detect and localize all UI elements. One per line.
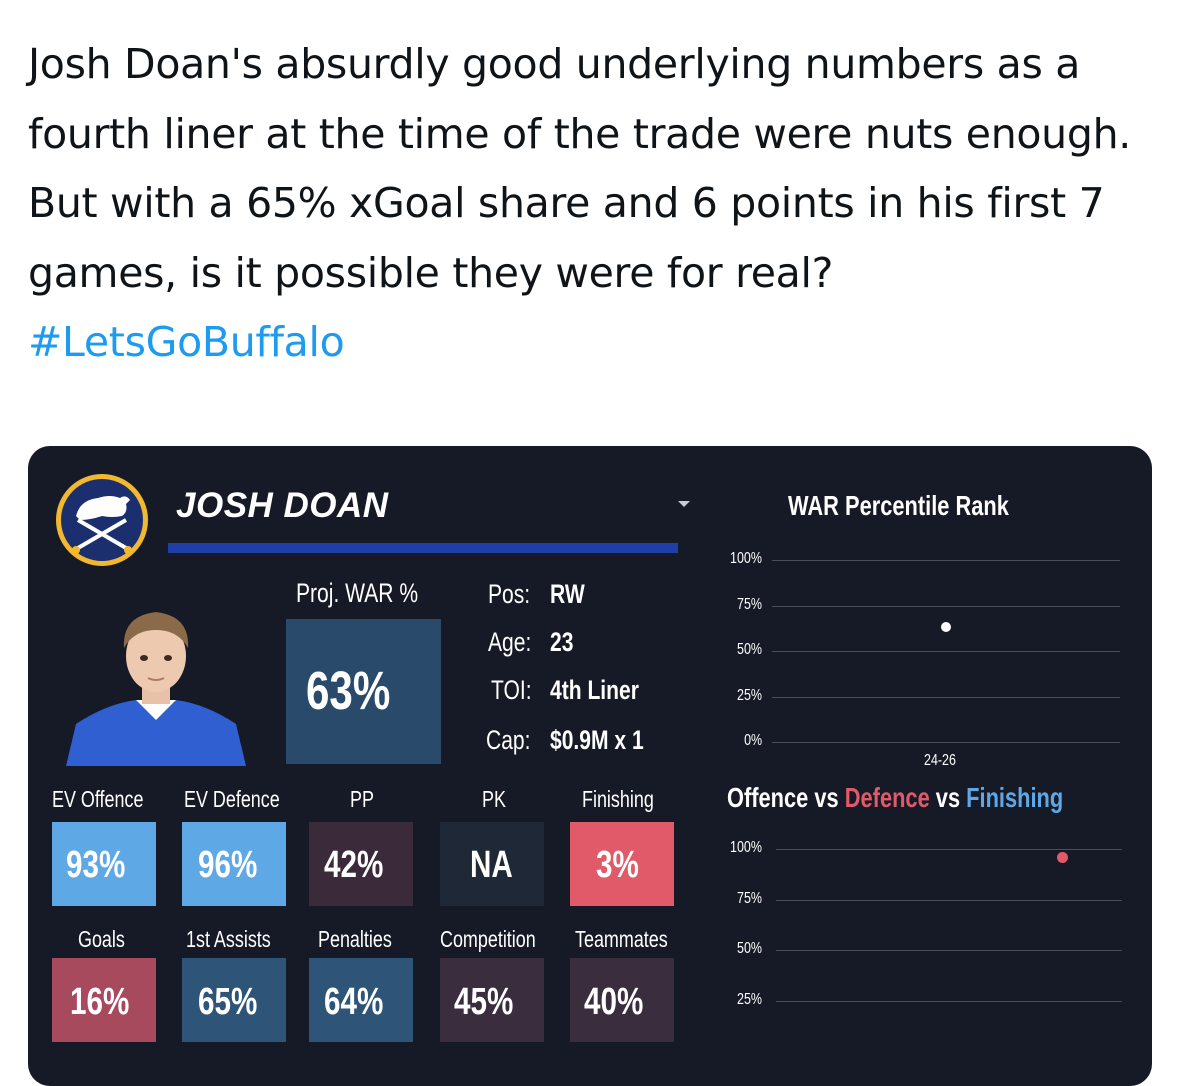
- chevron-down-icon[interactable]: [678, 501, 690, 507]
- competition-value: 45%: [454, 981, 514, 1023]
- war-xtick-label: 24-26: [924, 752, 956, 769]
- sabres-logo-icon: [56, 474, 148, 566]
- ev-offence-value: 93%: [66, 844, 126, 886]
- pos-value: RW: [550, 579, 585, 609]
- war-chart-title: WAR Percentile Rank: [788, 490, 1009, 521]
- penalties-value: 64%: [324, 981, 384, 1023]
- name-underline: [168, 543, 678, 553]
- toi-label: TOI:: [491, 675, 532, 705]
- ovd-gridline: [776, 1001, 1122, 1003]
- pp-value: 42%: [324, 844, 384, 886]
- proj-war-value: 63%: [306, 661, 391, 721]
- tweet-body: Josh Doan's absurdly good underlying num…: [28, 40, 1131, 297]
- tweet-text: Josh Doan's absurdly good underlying num…: [28, 30, 1158, 378]
- cap-value: $0.9M x 1: [550, 725, 644, 755]
- ovd-gridline: [776, 899, 1122, 901]
- toi-value: 4th Liner: [550, 675, 639, 705]
- age-value: 23: [550, 627, 574, 657]
- pos-label: Pos:: [488, 579, 531, 609]
- pk-box: [440, 822, 544, 906]
- proj-war-label: Proj. WAR %: [296, 578, 419, 608]
- ev-defence-label: EV Defence: [184, 786, 280, 812]
- war-gridline: [772, 605, 1120, 607]
- ovd-ytick-label: 25%: [737, 991, 762, 1009]
- ovd-ytick-label: 75%: [737, 889, 762, 907]
- ovd-gridline: [776, 849, 1122, 850]
- ev-defence-value: 96%: [198, 844, 258, 886]
- pk-value: NA: [470, 844, 513, 886]
- proj-war-box: [286, 619, 441, 764]
- teammates-value: 40%: [584, 981, 644, 1023]
- title-defence: Defence: [844, 782, 930, 813]
- finishing-label: Finishing: [582, 786, 654, 812]
- ev-offence-box: [52, 822, 156, 906]
- ovd-data-point: [1057, 852, 1068, 864]
- player-name: JOSH DOAN: [176, 486, 389, 525]
- war-gridline: [772, 742, 1120, 743]
- war-gridline: [772, 696, 1120, 698]
- pk-label: PK: [482, 786, 506, 812]
- penalties-label: Penalties: [318, 926, 392, 952]
- war-ytick-label: 0%: [743, 732, 762, 749]
- ovd-gridline: [776, 950, 1122, 952]
- goals-value: 16%: [70, 981, 130, 1023]
- first-assists-label: 1st Assists: [186, 926, 271, 952]
- ovd-ytick-label: 100%: [730, 839, 762, 856]
- ev-defence-box: [182, 822, 286, 906]
- competition-label: Competition: [440, 926, 536, 952]
- war-data-point: [941, 622, 951, 633]
- first-assists-value: 65%: [198, 981, 258, 1023]
- title-finishing: Finishing: [966, 782, 1064, 813]
- goals-label: Goals: [78, 926, 125, 952]
- ev-offence-label: EV Offence: [52, 786, 144, 812]
- player-photo: [66, 612, 246, 766]
- ovd-ytick-label: 50%: [737, 940, 762, 958]
- pp-label: PP: [350, 786, 374, 812]
- war-ytick-label: 25%: [737, 686, 762, 704]
- finishing-box: [570, 822, 674, 906]
- finishing-value: 3%: [596, 844, 639, 886]
- age-label: Age:: [488, 627, 532, 657]
- pp-box: [309, 822, 413, 906]
- player-card[interactable]: JOSH DOAN Proj. WAR % 63% Pos: RW Age: 2…: [28, 446, 1152, 1086]
- war-gridline: [772, 651, 1120, 652]
- title-vs-1: vs: [814, 782, 839, 813]
- cap-label: Cap:: [486, 725, 531, 755]
- teammates-label: Teammates: [575, 926, 668, 952]
- war-ytick-label: 75%: [737, 595, 762, 613]
- title-offence: Offence: [727, 782, 809, 813]
- hashtag-link[interactable]: #LetsGoBuffalo: [28, 318, 345, 366]
- war-ytick-label: 50%: [737, 641, 762, 658]
- war-gridline: [772, 560, 1120, 561]
- title-vs-2: vs: [935, 782, 961, 813]
- ovd-chart-title: Offence vs Defence vs Finishing: [727, 782, 1152, 814]
- war-ytick-label: 100%: [730, 550, 762, 567]
